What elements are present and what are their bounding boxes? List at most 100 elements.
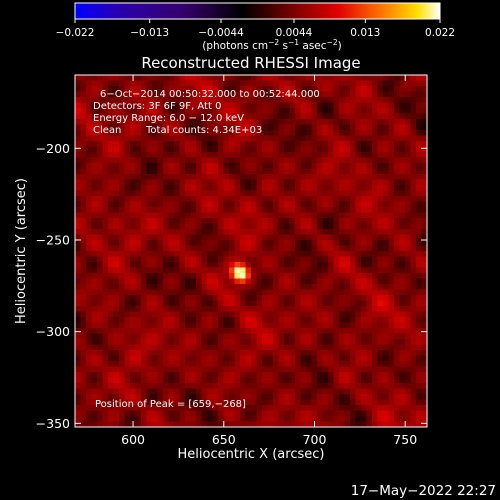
heatmap-cell bbox=[333, 201, 340, 208]
heatmap-cell bbox=[185, 317, 191, 323]
heatmap-cell bbox=[190, 322, 197, 329]
heatmap-cell bbox=[234, 119, 241, 125]
heatmap-cell bbox=[196, 295, 202, 301]
heatmap-cell bbox=[119, 251, 125, 257]
heatmap-cell bbox=[267, 207, 274, 213]
heatmap-cell bbox=[300, 306, 307, 312]
heatmap-cell bbox=[223, 372, 230, 378]
heatmap-cell bbox=[295, 113, 301, 120]
heatmap-cell bbox=[267, 179, 274, 186]
heatmap-cell bbox=[333, 119, 340, 125]
heatmap-cell bbox=[141, 394, 147, 400]
heatmap-cell bbox=[135, 124, 142, 131]
heatmap-cell bbox=[108, 152, 114, 158]
heatmap-cell bbox=[157, 377, 164, 384]
heatmap-cell bbox=[119, 410, 125, 417]
heatmap-cell bbox=[262, 245, 268, 252]
heatmap-cell bbox=[245, 344, 252, 351]
heatmap-cell bbox=[234, 80, 241, 87]
heatmap-cell bbox=[278, 339, 285, 345]
heatmap-cell bbox=[163, 372, 169, 378]
heatmap-cell bbox=[240, 185, 246, 191]
heatmap-cell bbox=[284, 273, 290, 279]
heatmap-cell bbox=[416, 333, 422, 340]
heatmap-cell bbox=[300, 157, 307, 164]
heatmap-cell bbox=[141, 196, 147, 202]
heatmap-cell bbox=[267, 174, 274, 180]
heatmap-cell bbox=[152, 157, 158, 164]
heatmap-cell bbox=[251, 317, 257, 323]
heatmap-cell bbox=[256, 245, 263, 252]
heatmap-cell bbox=[383, 218, 389, 224]
heatmap-cell bbox=[163, 135, 169, 142]
heatmap-cell bbox=[234, 377, 241, 384]
heatmap-cell bbox=[355, 410, 362, 417]
heatmap-cell bbox=[361, 102, 367, 109]
heatmap-cell bbox=[399, 207, 406, 213]
heatmap-cell bbox=[295, 108, 301, 114]
heatmap-cell bbox=[284, 251, 290, 257]
heatmap-cell bbox=[383, 229, 389, 235]
heatmap-cell bbox=[421, 234, 427, 241]
heatmap-cell bbox=[91, 185, 98, 191]
heatmap-cell bbox=[174, 179, 180, 186]
heatmap-cell bbox=[218, 113, 224, 120]
heatmap-cell bbox=[223, 394, 230, 400]
heatmap-cell bbox=[256, 333, 263, 340]
heatmap-cell bbox=[152, 91, 158, 98]
heatmap-cell bbox=[234, 300, 241, 307]
heatmap-cell bbox=[372, 278, 378, 285]
heatmap-cell bbox=[311, 344, 318, 351]
heatmap-cell bbox=[410, 339, 417, 345]
heatmap-cell bbox=[366, 317, 373, 323]
heatmap-cell bbox=[108, 267, 114, 274]
heatmap-cell bbox=[410, 405, 417, 411]
heatmap-cell bbox=[410, 102, 417, 109]
heatmap-cell bbox=[350, 256, 356, 263]
heatmap-cell bbox=[295, 245, 301, 252]
heatmap-cell bbox=[229, 256, 235, 263]
heatmap-cell bbox=[339, 174, 345, 180]
heatmap-cell bbox=[317, 394, 323, 400]
heatmap-cell bbox=[218, 141, 224, 147]
heatmap-cell bbox=[421, 97, 427, 103]
heatmap-cell bbox=[267, 273, 274, 279]
heatmap-cell bbox=[223, 86, 230, 92]
heatmap-cell bbox=[322, 108, 329, 114]
heatmap-cell bbox=[300, 229, 307, 235]
heatmap-cell bbox=[394, 229, 400, 235]
heatmap-cell bbox=[168, 339, 175, 345]
heatmap-cell bbox=[201, 207, 208, 213]
heatmap-cell bbox=[157, 317, 164, 323]
heatmap-cell bbox=[168, 416, 175, 422]
heatmap-cell bbox=[157, 333, 164, 340]
heatmap-cell bbox=[146, 234, 153, 241]
heatmap-cell bbox=[344, 300, 351, 307]
heatmap-cell bbox=[377, 240, 384, 246]
heatmap-cell bbox=[372, 223, 378, 230]
heatmap-cell bbox=[256, 383, 263, 389]
heatmap-cell bbox=[196, 97, 202, 103]
heatmap-cell bbox=[152, 405, 158, 411]
heatmap-cell bbox=[295, 190, 301, 197]
heatmap-cell bbox=[388, 300, 395, 307]
heatmap-cell bbox=[163, 344, 169, 351]
heatmap-cell bbox=[317, 339, 323, 345]
heatmap-cell bbox=[273, 108, 279, 114]
heatmap-cell bbox=[284, 179, 290, 186]
heatmap-cell bbox=[410, 97, 417, 103]
heatmap-cell bbox=[300, 102, 307, 109]
heatmap-cell bbox=[97, 416, 103, 422]
heatmap-cell bbox=[130, 333, 136, 340]
heatmap-cell bbox=[366, 256, 373, 263]
heatmap-cell bbox=[75, 223, 81, 230]
heatmap-cell bbox=[388, 97, 395, 103]
heatmap-cell bbox=[124, 405, 131, 411]
heatmap-cell bbox=[124, 196, 131, 202]
heatmap-cell bbox=[190, 284, 197, 290]
heatmap-cell bbox=[245, 146, 252, 153]
heatmap-cell bbox=[108, 157, 114, 164]
heatmap-cell bbox=[333, 91, 340, 98]
heatmap-cell bbox=[383, 416, 389, 422]
heatmap-cell bbox=[372, 75, 378, 81]
